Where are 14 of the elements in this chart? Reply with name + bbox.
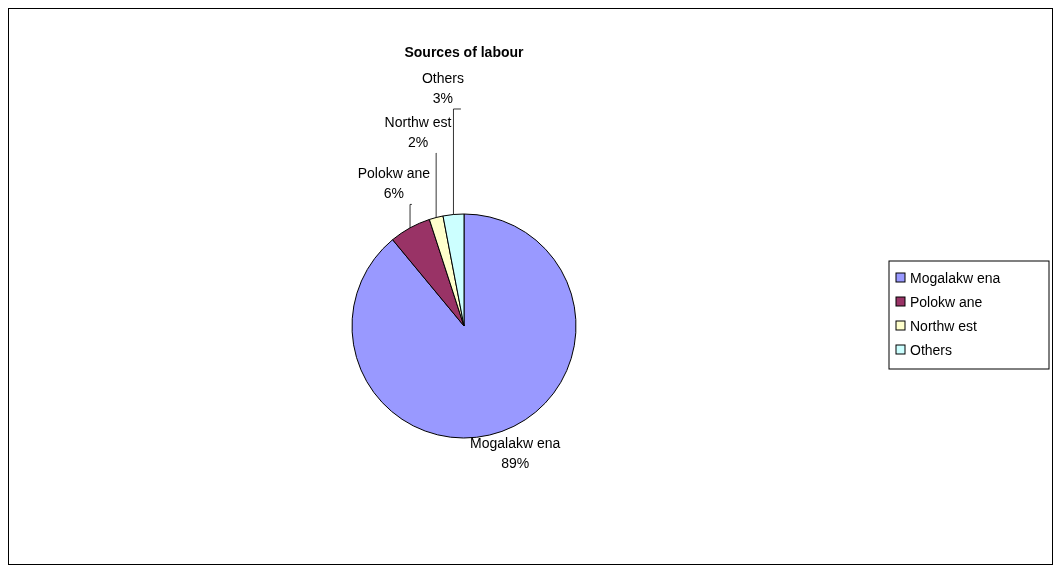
legend-label: Polokw ane — [910, 294, 983, 310]
slice-label: Northw est — [384, 114, 452, 131]
legend-label: Mogalakw ena — [910, 270, 1001, 286]
slice-label: Mogalakw ena — [470, 435, 561, 452]
data-label: 2% — [407, 134, 429, 151]
data-label: 3% — [432, 89, 454, 106]
data-label: 89% — [501, 455, 530, 472]
legend-label: Northw est — [910, 318, 978, 334]
pie-slice — [351, 213, 577, 439]
chart-title: Sources of labour — [404, 44, 525, 60]
slice-label: Polokw ane — [357, 165, 431, 182]
legend-label: Others — [910, 342, 953, 358]
slice-label: Others — [421, 69, 464, 86]
data-label: 6% — [383, 185, 404, 202]
